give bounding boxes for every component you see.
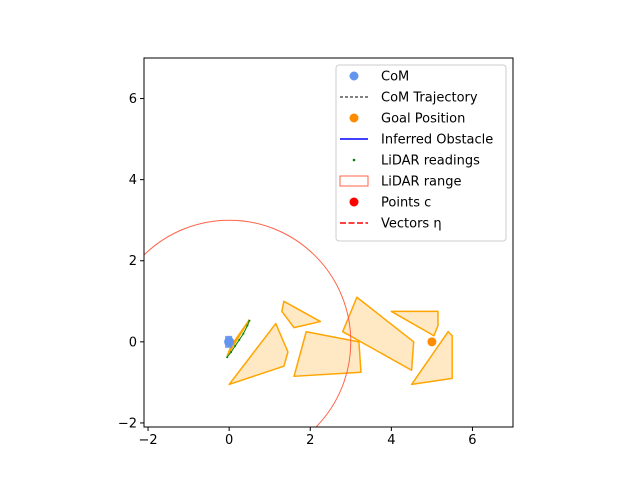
plot-area [144,219,453,427]
x-tick-label-5: 6 [468,433,476,448]
y-tick-label-4: 4 [129,173,137,188]
obstacle-3 [293,330,362,378]
legend-points_c-marker [349,197,359,207]
obstacle-4 [341,296,415,371]
legend-box [335,64,507,242]
x-tick-label-1: −2 [138,433,157,448]
legend-com-label: CoM [381,70,409,85]
legend-lidar_readings-marker [352,158,356,162]
legend-trajectory-label: CoM Trajectory [381,91,478,106]
legend-com-marker [349,71,359,81]
lidar-readings-line [226,320,250,358]
inferred-obstacle [226,319,251,357]
x-tick-label-4: 4 [387,433,395,448]
legend-vectors_eta-label: Vectors η [381,217,442,232]
y-tick-label-1: −2 [118,416,137,431]
y-tick-label-5: 6 [129,92,137,107]
y-tick-label-2: 0 [129,335,137,350]
legend-lidar_range-label: LiDAR range [381,175,462,190]
obstacle-2 [281,300,322,329]
obstacle-6 [410,330,453,386]
legend-goal-label: Goal Position [381,112,465,127]
x-tick-label-3: 2 [306,433,314,448]
goal-point [427,337,437,347]
obstacle-5 [390,310,439,337]
legend-points_c-label: Points c [381,196,431,211]
legend-lidar_readings-label: LiDAR readings [381,154,480,169]
x-tick-label-2: 0 [225,433,233,448]
axes-frame [143,57,514,428]
com-marker-body [225,335,233,348]
legend-goal-marker [349,113,359,123]
obstacle-1 [228,322,289,386]
legend: CoM CoM Trajectory Goal Position Inferred O… [335,64,507,242]
axis-ticks: −2 0 2 4 6 −2 0 2 4 6 [118,92,477,448]
y-tick-label-3: 2 [129,254,137,269]
legend-lidar_range-marker [339,175,369,187]
lidar-range-circle [144,219,352,427]
legend-inferred_obstacle-label: Inferred Obstacle [381,133,493,148]
